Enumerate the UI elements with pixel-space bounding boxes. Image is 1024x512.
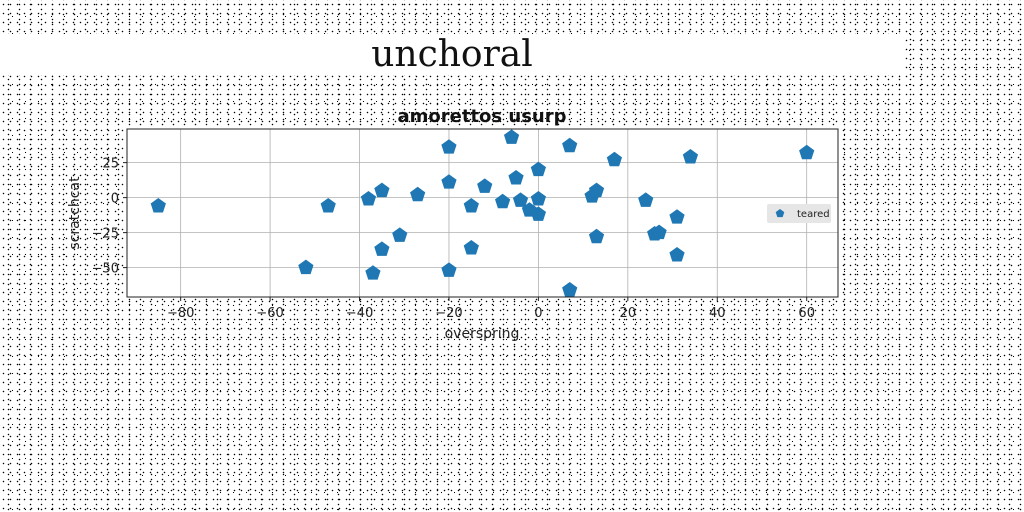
scatter-point <box>392 227 408 242</box>
plot-background <box>127 129 838 297</box>
scatter-point <box>374 182 390 198</box>
scatter-point <box>799 144 815 160</box>
x-tick-label: 60 <box>798 306 815 321</box>
scatter-point <box>588 182 605 198</box>
scatter-point <box>503 129 520 144</box>
scatter-point <box>441 174 457 189</box>
plot-frame <box>126 128 839 298</box>
x-tick-label: −80 <box>167 306 194 321</box>
y-tick-label: −50 <box>92 262 119 277</box>
scatter-point <box>669 247 685 262</box>
scatter-point <box>588 228 605 244</box>
scatter-point <box>562 282 578 297</box>
scatter-point <box>441 262 457 277</box>
scatter-point <box>410 186 426 202</box>
scatter-point <box>638 192 654 207</box>
legend-box <box>767 204 831 223</box>
x-axis-label: overspring <box>445 326 520 342</box>
scatter-point <box>365 265 381 280</box>
scatter-point <box>669 209 685 224</box>
page-title: unchoral <box>0 34 904 75</box>
scatter-point <box>562 137 578 153</box>
scatter-point <box>150 198 166 213</box>
scatter-point <box>360 191 377 206</box>
scatter-point <box>530 206 546 221</box>
y-axis: 25 0 −25 −50 <box>92 157 127 277</box>
legend: teared <box>767 204 831 223</box>
scatter-points <box>150 129 815 297</box>
scatter-point <box>512 192 529 207</box>
legend-label: teared <box>797 209 830 220</box>
y-axis-label: scratchcat <box>67 176 83 250</box>
scatter-point <box>463 240 479 255</box>
scatter-point <box>530 191 546 206</box>
x-tick-label: −20 <box>435 306 462 321</box>
scatter-point <box>530 161 546 177</box>
x-tick-label: −40 <box>346 306 373 321</box>
y-tick-label: 0 <box>111 192 119 207</box>
scatter-point <box>320 198 336 213</box>
scatter-point <box>298 259 314 275</box>
x-axis: −80 −60 −40 −20 0 20 40 60 <box>167 297 815 321</box>
y-tick-label: −25 <box>92 227 119 242</box>
x-tick-label: 40 <box>709 306 726 321</box>
x-tick-label: 20 <box>620 306 637 321</box>
x-tick-label: −60 <box>256 306 283 321</box>
scatter-point <box>495 193 511 209</box>
scatter-point <box>606 151 623 167</box>
legend-marker <box>775 209 785 218</box>
scatter-point <box>441 139 457 154</box>
scatter-point <box>477 178 493 193</box>
scatter-point <box>508 170 524 185</box>
scatter-point <box>682 149 699 164</box>
chart-title: amorettos usurp <box>397 106 566 127</box>
scatter-point <box>651 224 667 240</box>
x-tick-label: 0 <box>534 306 542 321</box>
scatter-point <box>463 198 479 213</box>
y-tick-label: 25 <box>102 157 119 172</box>
scatter-point <box>374 241 390 256</box>
